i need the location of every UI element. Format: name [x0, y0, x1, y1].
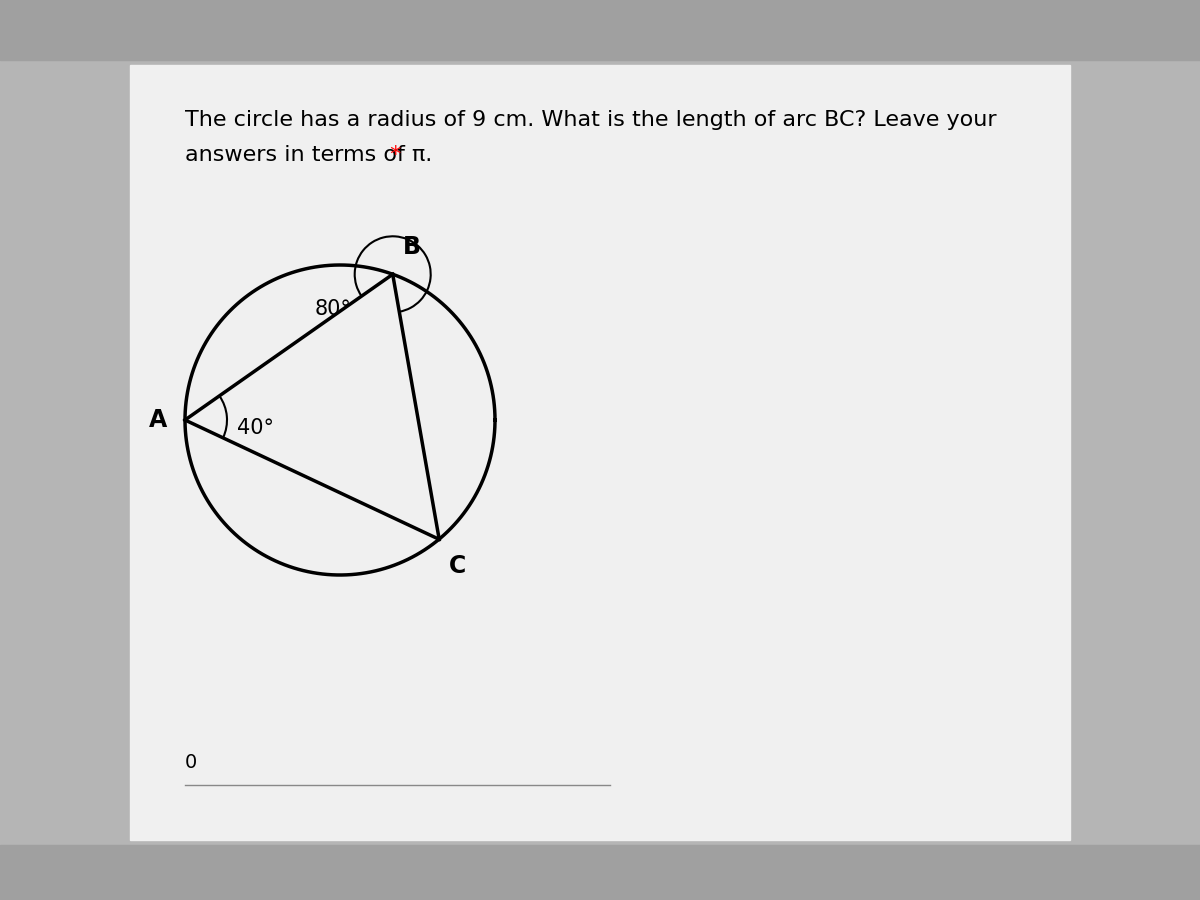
Text: C: C [449, 554, 467, 579]
Text: 40°: 40° [238, 418, 274, 438]
Bar [0, 845, 1200, 900]
Text: 80°: 80° [314, 300, 352, 319]
Text: The circle has a radius of 9 cm. What is the length of arc BC? Leave your: The circle has a radius of 9 cm. What is… [185, 110, 997, 130]
Bar [130, 65, 1070, 840]
Text: B: B [403, 235, 421, 259]
Text: A: A [149, 408, 167, 432]
Text: answers in terms of π.: answers in terms of π. [185, 145, 432, 165]
Text: *: * [383, 145, 401, 165]
Bar [0, 0, 1200, 60]
Text: 0: 0 [185, 753, 197, 772]
